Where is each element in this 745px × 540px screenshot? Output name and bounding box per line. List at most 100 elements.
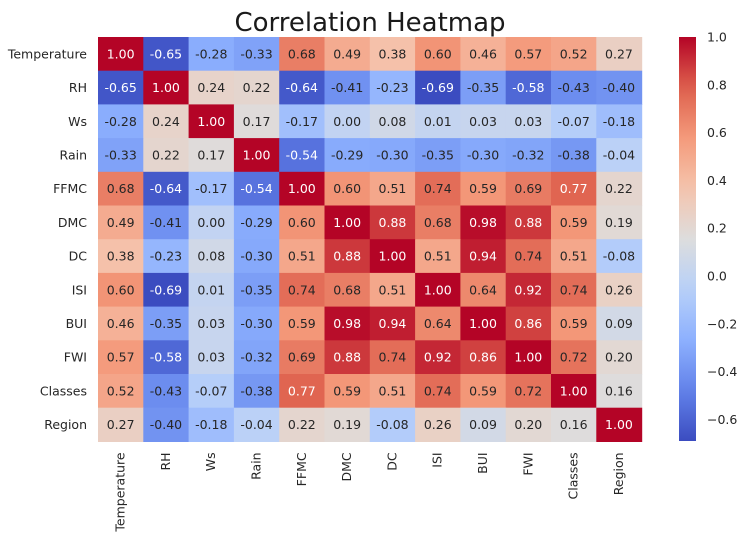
cell-value-label: 0.51 <box>379 181 407 196</box>
heatmap-cell <box>324 407 371 442</box>
cell-value-label: 0.69 <box>514 181 542 196</box>
heatmap-cell <box>188 407 235 442</box>
heatmap-cell <box>143 205 190 240</box>
heatmap-cell <box>98 205 144 240</box>
heatmap-cell <box>505 70 552 105</box>
heatmap-cell <box>324 340 371 375</box>
cell-value-label: -0.64 <box>150 181 182 196</box>
heatmap-cell <box>415 407 461 442</box>
heatmap-cell <box>551 37 597 72</box>
cell-value-label: 0.92 <box>424 350 452 365</box>
cell-value-label: 0.19 <box>333 417 361 432</box>
cell-value-label: 0.22 <box>605 181 633 196</box>
cell-value-label: 0.17 <box>197 147 225 162</box>
cell-value-label: 0.88 <box>514 215 542 230</box>
heatmap-cell <box>415 138 461 173</box>
heatmap-cell <box>596 205 643 240</box>
heatmap-cell <box>369 374 416 409</box>
cell-value-label: -0.08 <box>603 249 635 264</box>
cell-value-label: 1.00 <box>243 147 271 162</box>
cell-value-label: -0.35 <box>150 316 182 331</box>
row-tick-label: DC <box>69 249 88 264</box>
cell-value-label: -0.33 <box>240 46 272 61</box>
column-tick-label: FWI <box>520 452 535 475</box>
cell-value-label: -0.35 <box>467 80 499 95</box>
heatmap-cell <box>369 37 416 72</box>
cell-value-label: 0.59 <box>469 383 497 398</box>
heatmap-cell <box>324 306 371 341</box>
cell-value-label: 0.92 <box>514 282 542 297</box>
cell-value-label: 1.00 <box>333 215 361 230</box>
colorbar-tick-label: 0.4 <box>707 173 727 188</box>
cell-value-label: -0.40 <box>603 80 635 95</box>
cell-value-label: -0.04 <box>240 417 272 432</box>
cell-value-label: -0.29 <box>240 215 272 230</box>
cell-value-label: -0.58 <box>150 350 182 365</box>
row-tick-label: ISI <box>72 282 87 297</box>
heatmap-cell <box>98 407 144 442</box>
heatmap-cell <box>551 272 597 308</box>
heatmap-cell <box>233 272 280 308</box>
column-tick-label: Region <box>611 452 626 495</box>
cell-value-label: 1.00 <box>605 417 633 432</box>
row-tick-label: FWI <box>64 350 87 365</box>
heatmap-cell <box>596 272 643 308</box>
heatmap-cell <box>233 104 280 139</box>
heatmap-cell <box>505 104 552 139</box>
heatmap-cell <box>460 239 507 274</box>
heatmap-cell <box>324 138 371 173</box>
cell-value-label: -0.28 <box>195 46 227 61</box>
heatmap-cell <box>415 239 461 274</box>
heatmap-cell <box>460 374 507 409</box>
heatmap-cell <box>415 272 461 308</box>
cell-value-label: 0.98 <box>333 316 361 331</box>
cell-value-label: 0.03 <box>514 114 542 129</box>
cell-value-label: 0.22 <box>152 147 180 162</box>
heatmap-cell <box>143 70 190 105</box>
heatmap-cell <box>324 272 371 308</box>
heatmap-cell <box>460 407 507 442</box>
heatmap-cell <box>188 205 235 240</box>
heatmap-cells <box>98 37 643 442</box>
heatmap-cell <box>324 239 371 274</box>
cell-value-label: 1.00 <box>197 114 225 129</box>
cell-value-label: 1.00 <box>107 46 135 61</box>
colorbar-tick-label: 1.0 <box>707 30 727 45</box>
cell-value-label: 1.00 <box>560 383 588 398</box>
heatmap-cell <box>324 104 371 139</box>
cell-value-label: 0.60 <box>107 282 135 297</box>
cell-value-label: 0.77 <box>560 181 588 196</box>
cell-value-label: -0.07 <box>557 114 589 129</box>
column-tick-label: ISI <box>430 452 445 467</box>
heatmap-cell <box>98 37 144 72</box>
heatmap-cell <box>143 171 190 207</box>
cell-value-label: 0.24 <box>152 114 180 129</box>
cell-value-label: -0.43 <box>150 383 182 398</box>
column-tick-label: DC <box>384 452 399 471</box>
heatmap-cell <box>505 37 552 72</box>
cell-value-label: -0.33 <box>104 147 136 162</box>
heatmap-cell <box>98 138 144 173</box>
column-tick-label: Temperature <box>113 452 128 532</box>
cell-value-label: 0.59 <box>333 383 361 398</box>
column-tick-label: RH <box>158 452 173 470</box>
heatmap-cell <box>460 272 507 308</box>
heatmap-cell <box>596 306 643 341</box>
heatmap-cell <box>460 306 507 341</box>
heatmap-cell <box>98 272 144 308</box>
cell-value-label: 0.74 <box>514 249 542 264</box>
cell-value-label: -0.69 <box>150 282 182 297</box>
heatmap-cell <box>415 340 461 375</box>
heatmap-cell <box>551 407 597 442</box>
cell-value-label: 0.20 <box>514 417 542 432</box>
heatmap-cell <box>143 239 190 274</box>
cell-value-label: 0.09 <box>605 316 633 331</box>
heatmap-cell <box>596 171 643 207</box>
heatmap-cell <box>505 340 552 375</box>
cell-value-label: 0.59 <box>288 316 316 331</box>
heatmap-cell <box>279 272 326 308</box>
cell-value-label: 0.19 <box>605 215 633 230</box>
heatmap-cell <box>415 205 461 240</box>
heatmap-cell <box>369 171 416 207</box>
cell-value-label: 0.01 <box>424 114 452 129</box>
